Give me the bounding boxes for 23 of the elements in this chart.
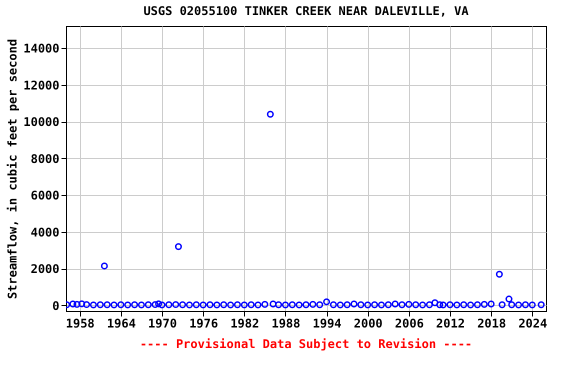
text: ---- Provisional Data Subject to Revision ---- <box>140 337 472 351</box>
y-tick-label: 12000 <box>23 78 60 92</box>
y-tick-label: 14000 <box>23 42 60 56</box>
chart-title: USGS 02055100 TINKER CREEK NEAR DALEVILLE, VA <box>143 4 470 18</box>
y-tick-label: 4000 <box>30 225 60 240</box>
y-tick-label: 0 <box>52 298 60 313</box>
x-tick-label: 1976 <box>189 316 218 330</box>
y-tick-label: 2000 <box>30 262 60 276</box>
x-tick-label: 1988 <box>271 316 300 330</box>
y-tick-label: 8000 <box>30 152 60 166</box>
x-tick-label: 1982 <box>230 316 260 330</box>
x-tick-label: 2024 <box>518 316 548 330</box>
x-tick-label: 1958 <box>66 316 95 330</box>
x-tick-label: 2000 <box>354 316 383 330</box>
x-tick-label: 1970 <box>148 316 177 330</box>
x-tick-label: 2012 <box>436 316 465 330</box>
y-tick-label: 10000 <box>23 115 60 130</box>
x-tick-label: 1964 <box>106 316 136 330</box>
y-tick-label: 6000 <box>30 188 60 203</box>
x-tick-label: 2006 <box>394 316 424 330</box>
x-tick-label: 1994 <box>312 316 342 330</box>
y-axis-title: Streamflow, in cubic feet per second <box>5 38 20 300</box>
x-tick-label: 2018 <box>477 316 506 330</box>
